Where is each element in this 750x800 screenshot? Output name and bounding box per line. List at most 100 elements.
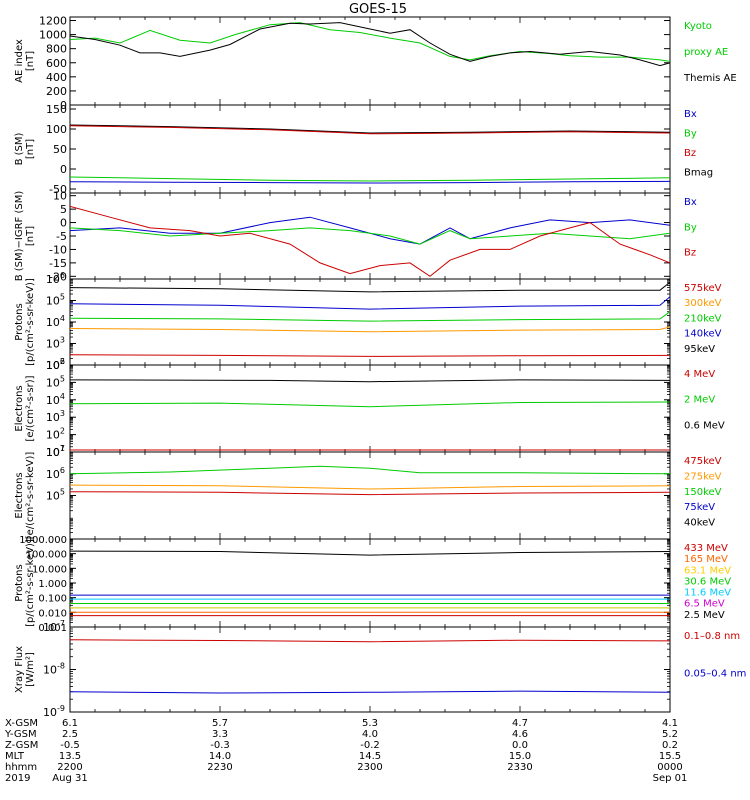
- y-tick-label: 106: [46, 357, 65, 372]
- panel-5: 101 102 103 104 105 106 Electrons [e/(cm²-s-sr)…: [14, 357, 725, 459]
- series-label: 150keV: [684, 487, 722, 498]
- panel-6: 105 106 107 Electrons [e/(cm²-s-sr-keV)] 475k…: [14, 444, 722, 540]
- series-label: 4 MeV: [684, 369, 715, 380]
- series-line: [70, 125, 670, 135]
- y-tick-label: 0: [60, 99, 67, 112]
- x-row-value: -0.3: [210, 740, 230, 751]
- y-tick-label: 800: [46, 43, 67, 56]
- series-label: Bz: [684, 148, 696, 159]
- series-line: [70, 326, 670, 333]
- y-tick-label: 103: [46, 336, 65, 351]
- x-row-label: Z-GSM: [5, 740, 38, 751]
- series-line: [70, 22, 670, 62]
- x-row-label: X-GSM: [5, 718, 38, 729]
- series-label: 0.1–0.8 nm: [684, 631, 740, 642]
- y-tick-label: 50: [53, 143, 67, 156]
- y-tick-label: 5: [60, 203, 67, 216]
- x-row-label: 2019: [5, 773, 30, 784]
- series-label: 30.6 MeV: [684, 576, 731, 587]
- y-axis-label: Protons: [14, 564, 25, 601]
- series-label: 2.5 MeV: [684, 610, 725, 621]
- x-row-label: Y-GSM: [4, 729, 37, 740]
- series-label: 40keV: [684, 518, 715, 529]
- y-tick-label: 104: [46, 314, 65, 329]
- y-tick-label: 0.010: [38, 608, 67, 619]
- y-tick-label: 1000: [39, 29, 67, 42]
- panel-7: 0.001 0.010 0.100 1.000 10.000 100.000 1000.00…: [14, 535, 731, 634]
- series-line: [70, 176, 670, 182]
- y-tick-label: -15: [49, 257, 67, 270]
- series-line: [70, 465, 670, 475]
- y-axis-label: Xray Flux: [14, 646, 25, 693]
- y-tick-label: 104: [46, 392, 65, 407]
- y-tick-label: 100.000: [26, 550, 67, 561]
- y-axis-label: [nT]: [25, 51, 36, 71]
- series-line: [70, 124, 670, 134]
- y-axis-label: B (SM): [14, 132, 25, 165]
- series-line: [70, 311, 670, 322]
- y-tick-label: 0.100: [38, 594, 67, 605]
- y-tick-label: 100: [46, 123, 67, 136]
- series-label: 63.1 MeV: [684, 565, 731, 576]
- series-line: [70, 550, 670, 556]
- y-tick-label: 106: [46, 271, 65, 286]
- y-tick-label: 105: [46, 374, 65, 389]
- series-label: By: [684, 129, 697, 140]
- y-tick-label: 107: [46, 444, 65, 459]
- x-row-value: 0.2: [662, 740, 678, 751]
- y-axis-label: [p/(cm²-s-sr-keV)]: [25, 278, 36, 366]
- series-line: [70, 491, 670, 496]
- series-label: Kyoto: [684, 21, 712, 32]
- series-label: 0.05–0.4 nm: [684, 669, 746, 680]
- y-axis-label: [nT]: [25, 226, 36, 246]
- x-row-value: 4.7: [512, 718, 528, 729]
- y-axis-label: [e/(cm²-s-sr)]: [25, 375, 36, 441]
- series-label: 210keV: [684, 313, 722, 324]
- y-tick-label: 600: [46, 57, 67, 70]
- x-row-value: 14.5: [359, 751, 381, 762]
- series-line: [70, 690, 670, 694]
- x-row-value: 2230: [207, 762, 232, 773]
- y-tick-label: 150: [46, 103, 67, 116]
- y-tick-label: 1000.000: [19, 535, 67, 546]
- series-line: [70, 216, 670, 245]
- y-tick-label: 106: [46, 466, 65, 481]
- y-tick-label: 0: [60, 163, 67, 176]
- y-axis-label: [e/(cm²-s-sr-keV)]: [25, 452, 36, 540]
- x-row-value: 3.3: [212, 729, 228, 740]
- x-row-value: 4.0: [362, 729, 378, 740]
- x-row-value: Aug 31: [52, 773, 87, 784]
- x-row-label: MLT: [5, 751, 25, 762]
- series-line: [70, 484, 670, 490]
- series-label: 6.5 MeV: [684, 599, 725, 610]
- x-axis-table: X-GSM 6.1 5.7 5.3 4.7 4.1 Y-GSM 2.5 3.3 4.0 4.6 5.2…: [4, 718, 687, 784]
- x-row-value: 6.1: [62, 718, 78, 729]
- y-tick-label: 10.000: [32, 564, 67, 575]
- x-row-value: 15.5: [659, 751, 681, 762]
- series-line: [70, 22, 670, 67]
- series-label: 300keV: [684, 298, 722, 309]
- y-tick-label: 10: [53, 190, 67, 203]
- y-tick-label: 400: [46, 71, 67, 84]
- y-tick-label: 105: [46, 488, 65, 503]
- y-axis-label: Electrons: [14, 472, 25, 518]
- series-label: 575keV: [684, 283, 722, 294]
- series-label: 165 MeV: [684, 554, 728, 565]
- x-row-value: 0.0: [512, 740, 528, 751]
- y-axis-label: AE index: [14, 39, 25, 83]
- y-tick-label: -5: [56, 230, 67, 243]
- series-label: 275keV: [684, 471, 722, 482]
- y-tick-label: 1.000: [38, 579, 67, 590]
- chart-title: GOES-15: [349, 2, 407, 17]
- x-row-value: 4.6: [512, 729, 528, 740]
- x-row-value: 2.5: [62, 729, 78, 740]
- x-row-value: 2200: [57, 762, 82, 773]
- series-line: [70, 227, 670, 245]
- x-row-label: hhmm: [5, 762, 37, 773]
- x-row-value: Sep 01: [653, 773, 688, 784]
- x-row-value: -0.5: [60, 740, 80, 751]
- y-tick-label: 102: [46, 357, 65, 372]
- y-axis-label: Electrons: [14, 385, 25, 431]
- y-tick-label: 10-7: [43, 619, 65, 634]
- y-axis-label: B (SM)−IGRF (SM): [14, 191, 25, 282]
